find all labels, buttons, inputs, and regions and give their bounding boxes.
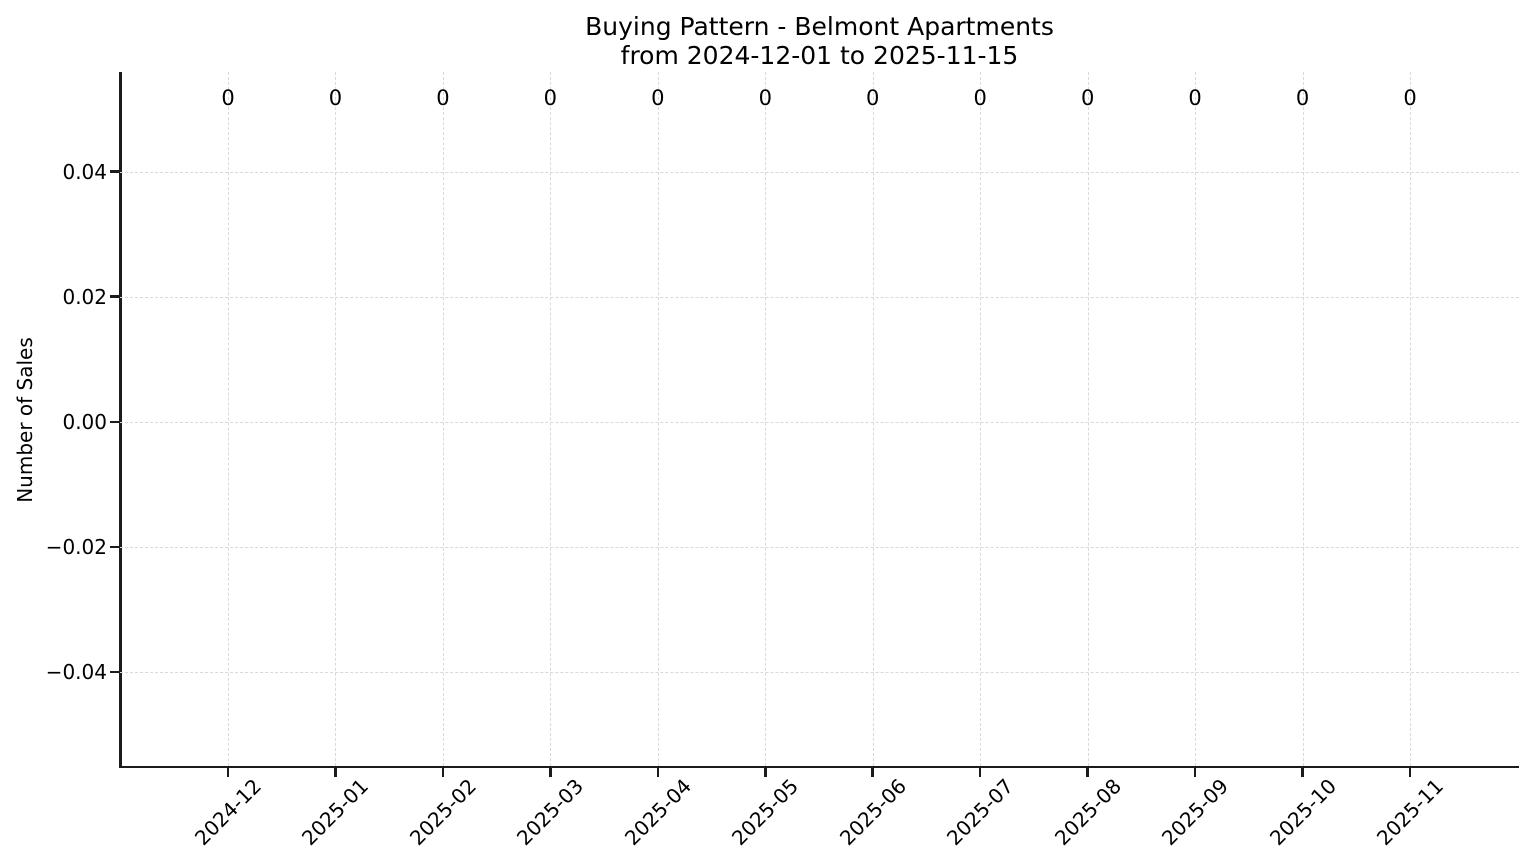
- y-tick-label: 0.02: [62, 284, 107, 309]
- bar-value-label: 0: [1295, 86, 1310, 110]
- gridline-vertical: [872, 72, 874, 766]
- x-tick-label: 2025-05: [727, 773, 804, 851]
- bar-value-label: 0: [651, 86, 665, 110]
- y-axis-tick: [110, 670, 119, 674]
- y-axis-tick: [110, 170, 119, 173]
- x-axis-tick: [1301, 767, 1304, 777]
- y-axis-tick: [110, 420, 119, 424]
- y-tick-label: 0.00: [62, 409, 107, 434]
- bar-value-label: 0: [328, 86, 343, 110]
- bar-value-label: 0: [221, 86, 235, 110]
- gridline-vertical: [1410, 72, 1411, 766]
- gridline-vertical: [765, 72, 767, 766]
- x-tick-label: 2025-11: [1371, 773, 1449, 851]
- gridline-horizontal: [120, 672, 1519, 674]
- x-tick-label: 2025-07: [942, 773, 1019, 851]
- gridline-vertical: [980, 72, 982, 766]
- gridline-horizontal: [120, 546, 1519, 548]
- gridline-vertical: [550, 72, 552, 766]
- gridline-vertical: [442, 72, 444, 766]
- x-axis-tick: [1086, 767, 1089, 777]
- bar-value-label: 0: [758, 86, 772, 110]
- gridline-vertical: [228, 72, 229, 766]
- x-tick-label: 2025-09: [1157, 773, 1234, 851]
- gridline-vertical: [1195, 72, 1197, 766]
- y-axis-label: Number of Sales: [13, 337, 37, 503]
- plot-area: [110, 72, 1519, 777]
- x-axis-tick: [549, 767, 552, 777]
- y-axis-tick: [110, 545, 119, 549]
- bar-value-label: 0: [1188, 86, 1202, 110]
- x-axis-tick: [656, 767, 660, 777]
- gridline-vertical: [1302, 72, 1304, 766]
- gridline-vertical: [335, 72, 337, 766]
- x-tick-label: 2025-08: [1049, 773, 1126, 851]
- gridline-vertical: [657, 72, 659, 766]
- x-axis-tick: [764, 767, 767, 777]
- x-tick-label: 2024-12: [189, 773, 267, 851]
- bar-value-label: 0: [973, 86, 987, 110]
- y-tick-label: 0.04: [62, 159, 107, 184]
- x-axis-spine: [119, 765, 1519, 768]
- gridline-horizontal: [120, 296, 1519, 298]
- bar-value-label: 0: [1080, 86, 1095, 110]
- y-axis-tick: [110, 295, 119, 298]
- x-axis-tick: [871, 767, 874, 777]
- gridline-horizontal: [120, 421, 1519, 423]
- gridline-horizontal: [120, 171, 1519, 173]
- bar-value-label: 0: [543, 86, 558, 110]
- x-tick-label: 2025-06: [834, 773, 911, 851]
- x-tick-label: 2025-01: [297, 773, 374, 851]
- chart-title-block: Buying Pattern - Belmont Apartments from…: [120, 12, 1519, 70]
- x-axis-tick: [441, 767, 445, 777]
- x-tick-label: 2025-03: [512, 773, 589, 851]
- x-tick-label: 2025-02: [404, 773, 481, 851]
- chart-title: Buying Pattern - Belmont Apartments: [585, 12, 1054, 41]
- y-tick-label: −0.04: [45, 660, 107, 685]
- x-axis-tick: [334, 767, 337, 777]
- x-tick-label: 2025-10: [1264, 773, 1341, 851]
- bar-value-label: 0: [866, 86, 880, 110]
- bar-value-label: 0: [436, 86, 450, 110]
- gridline-vertical: [1087, 72, 1089, 766]
- x-axis-tick: [226, 767, 230, 777]
- x-axis-tick: [1408, 767, 1412, 777]
- x-axis-tick: [1193, 767, 1197, 777]
- bar-value-label: 0: [1403, 86, 1417, 110]
- y-axis-spine: [119, 72, 122, 766]
- x-tick-label: 2025-04: [619, 773, 696, 851]
- chart-subtitle: from 2024-12-01 to 2025-11-15: [620, 41, 1019, 70]
- y-tick-label: −0.02: [45, 534, 107, 559]
- x-axis-tick: [978, 767, 982, 777]
